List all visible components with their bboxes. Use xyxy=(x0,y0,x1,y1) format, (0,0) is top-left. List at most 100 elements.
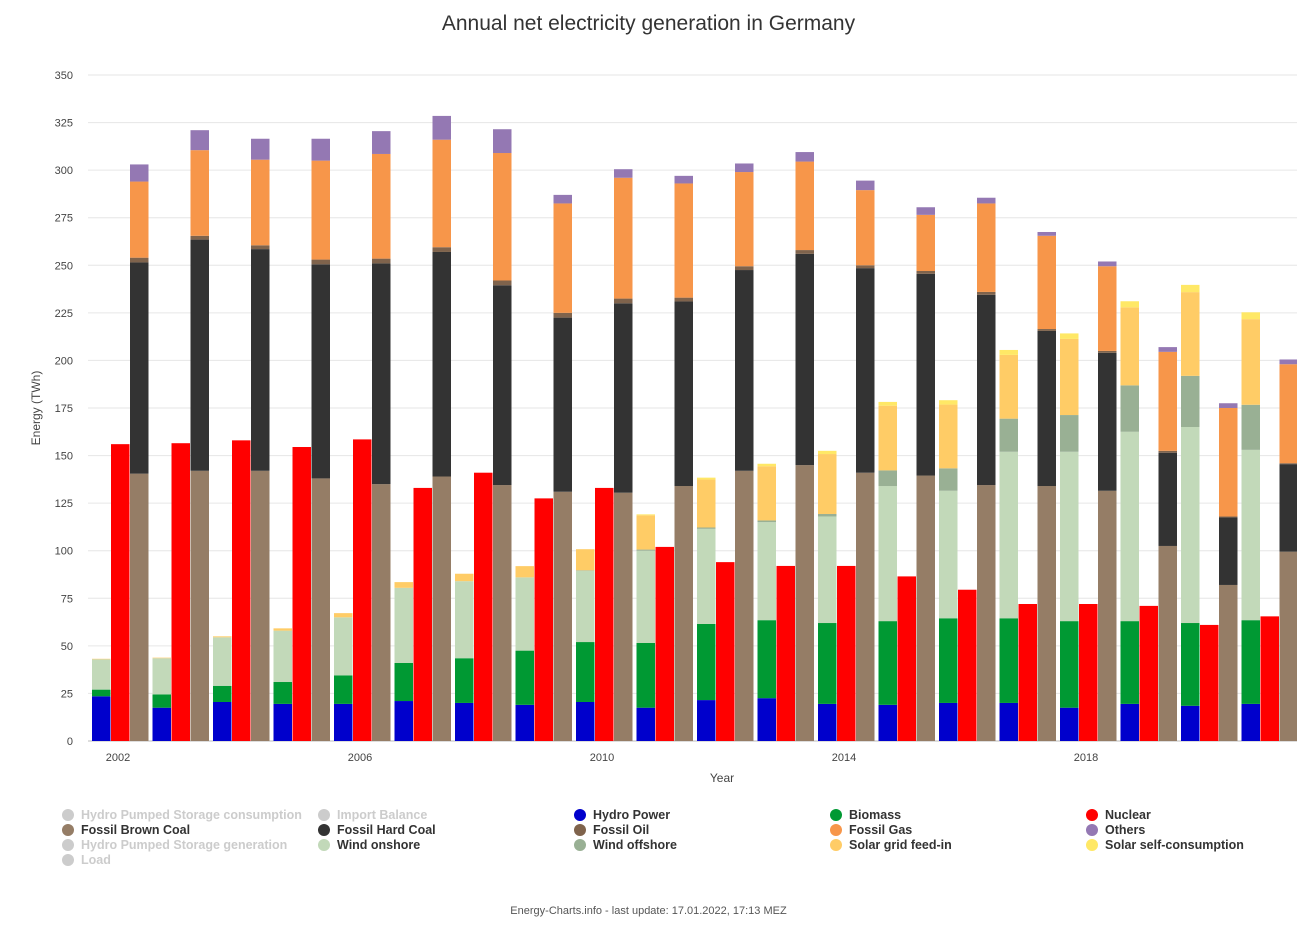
bar-segment[interactable] xyxy=(1120,385,1140,432)
bar-segment[interactable] xyxy=(1120,307,1140,386)
bar-segment[interactable] xyxy=(1158,347,1178,352)
bar-segment[interactable] xyxy=(292,447,312,741)
bar-segment[interactable] xyxy=(190,235,210,240)
bar-segment[interactable] xyxy=(92,658,111,660)
legend-item[interactable]: Others xyxy=(1086,823,1145,838)
bar-segment[interactable] xyxy=(999,418,1019,452)
bar-segment[interactable] xyxy=(999,451,1019,619)
bar-segment[interactable] xyxy=(939,702,958,741)
bar-segment[interactable] xyxy=(190,150,210,236)
bar-segment[interactable] xyxy=(1200,624,1219,741)
bar-segment[interactable] xyxy=(1158,452,1178,546)
bar-segment[interactable] xyxy=(1219,584,1238,741)
bar-segment[interactable] xyxy=(1241,703,1261,741)
bar-segment[interactable] xyxy=(1241,449,1261,621)
legend-item[interactable]: Solar self-consumption xyxy=(1086,838,1244,853)
bar-segment[interactable] xyxy=(1181,292,1200,376)
bar-segment[interactable] xyxy=(916,207,936,215)
bar-segment[interactable] xyxy=(878,401,898,406)
bar-segment[interactable] xyxy=(939,404,958,469)
bar-segment[interactable] xyxy=(432,247,452,252)
bar-segment[interactable] xyxy=(1037,486,1057,741)
bar-segment[interactable] xyxy=(553,194,573,204)
bar-segment[interactable] xyxy=(1279,464,1297,552)
bar-segment[interactable] xyxy=(311,264,331,479)
bar-segment[interactable] xyxy=(515,650,535,705)
bar-segment[interactable] xyxy=(1037,329,1057,331)
bar-segment[interactable] xyxy=(878,704,898,741)
bar-segment[interactable] xyxy=(455,581,474,659)
bar-segment[interactable] xyxy=(1098,261,1117,267)
bar-segment[interactable] xyxy=(697,479,716,528)
bar-segment[interactable] xyxy=(171,443,191,741)
bar-segment[interactable] xyxy=(977,294,996,486)
bar-segment[interactable] xyxy=(311,478,331,741)
bar-segment[interactable] xyxy=(595,487,614,741)
bar-segment[interactable] xyxy=(372,263,391,485)
bar-segment[interactable] xyxy=(1279,364,1297,464)
legend-item[interactable]: Load xyxy=(62,853,111,868)
bar-segment[interactable] xyxy=(92,689,111,697)
bar-segment[interactable] xyxy=(795,465,815,741)
bar-segment[interactable] xyxy=(534,498,554,741)
bar-segment[interactable] xyxy=(372,484,391,741)
bar-segment[interactable] xyxy=(251,159,270,246)
bar-segment[interactable] xyxy=(697,700,716,741)
bar-segment[interactable] xyxy=(856,190,875,266)
bar-segment[interactable] xyxy=(553,312,573,318)
bar-segment[interactable] xyxy=(213,701,232,741)
bar-segment[interactable] xyxy=(1120,621,1140,704)
bar-segment[interactable] xyxy=(515,566,535,578)
bar-segment[interactable] xyxy=(152,657,172,659)
bar-segment[interactable] xyxy=(1219,408,1238,517)
bar-segment[interactable] xyxy=(614,177,633,299)
bar-segment[interactable] xyxy=(878,405,898,471)
bar-segment[interactable] xyxy=(1037,235,1057,330)
bar-segment[interactable] xyxy=(311,259,331,265)
bar-segment[interactable] xyxy=(493,129,512,154)
bar-segment[interactable] xyxy=(674,297,694,302)
bar-segment[interactable] xyxy=(1260,616,1280,741)
bar-segment[interactable] xyxy=(190,470,210,741)
bar-segment[interactable] xyxy=(334,613,353,618)
bar-segment[interactable] xyxy=(1241,319,1261,405)
legend-item[interactable]: Fossil Hard Coal xyxy=(318,823,436,838)
bar-segment[interactable] xyxy=(1219,403,1238,408)
bar-segment[interactable] xyxy=(636,707,656,741)
bar-segment[interactable] xyxy=(432,139,452,248)
bar-segment[interactable] xyxy=(413,487,433,741)
bar-segment[interactable] xyxy=(674,301,694,487)
bar-segment[interactable] xyxy=(152,658,172,695)
legend-item[interactable]: Hydro Pumped Storage consumption xyxy=(62,808,302,823)
bar-segment[interactable] xyxy=(1098,490,1117,741)
bar-segment[interactable] xyxy=(1060,415,1079,452)
bar-segment[interactable] xyxy=(697,623,716,701)
bar-segment[interactable] xyxy=(1181,427,1200,624)
bar-segment[interactable] xyxy=(1060,451,1079,622)
bar-segment[interactable] xyxy=(837,565,856,741)
bar-segment[interactable] xyxy=(757,463,777,467)
bar-segment[interactable] xyxy=(394,582,414,588)
bar-segment[interactable] xyxy=(916,475,936,741)
bar-segment[interactable] xyxy=(614,303,633,493)
legend-item[interactable]: Solar grid feed-in xyxy=(830,838,952,853)
bar-segment[interactable] xyxy=(697,527,716,529)
bar-segment[interactable] xyxy=(213,636,232,638)
bar-segment[interactable] xyxy=(795,250,815,254)
bar-segment[interactable] xyxy=(795,253,815,466)
bar-segment[interactable] xyxy=(939,400,958,405)
bar-segment[interactable] xyxy=(735,172,754,267)
bar-segment[interactable] xyxy=(576,701,595,741)
bar-segment[interactable] xyxy=(553,203,573,313)
bar-segment[interactable] xyxy=(92,696,111,741)
bar-segment[interactable] xyxy=(614,298,633,304)
legend-item[interactable]: Biomass xyxy=(830,808,901,823)
bar-segment[interactable] xyxy=(334,703,353,741)
bar-segment[interactable] xyxy=(999,349,1019,355)
bar-segment[interactable] xyxy=(455,658,474,703)
bar-segment[interactable] xyxy=(273,628,293,631)
bar-segment[interactable] xyxy=(636,549,656,551)
bar-segment[interactable] xyxy=(493,285,512,486)
bar-segment[interactable] xyxy=(716,562,735,741)
legend-item[interactable]: Import Balance xyxy=(318,808,427,823)
